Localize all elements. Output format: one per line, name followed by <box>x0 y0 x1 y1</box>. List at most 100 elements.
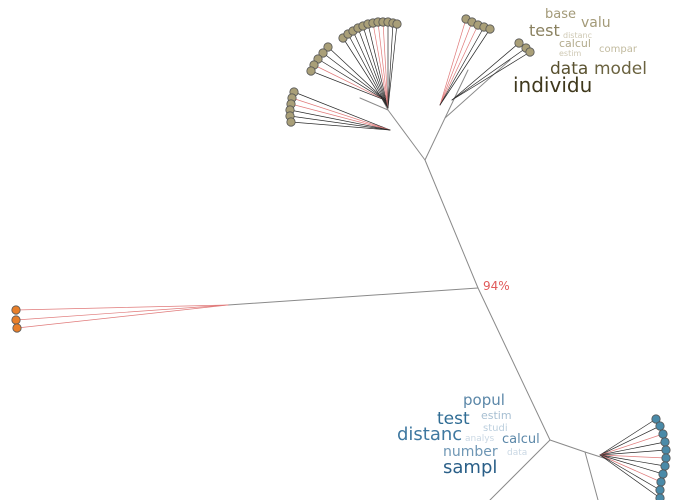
word-cloud-term-olive: data <box>550 59 588 79</box>
word-cloud-term-olive: distanc <box>563 31 592 40</box>
leaf-node <box>661 453 671 463</box>
leaf-edge <box>439 21 473 106</box>
word-cloud-term-olive: estim <box>559 49 581 58</box>
leaf-edge <box>310 70 386 101</box>
word-cloud-term-teal: distanc <box>397 424 462 445</box>
word-cloud-term-teal: studi <box>483 423 508 434</box>
word-cloud-term-olive: base <box>545 7 576 22</box>
leaf-edge <box>599 454 664 475</box>
leaf-edge <box>16 304 229 329</box>
leaf-edge <box>599 449 667 456</box>
leaf-node <box>514 38 524 48</box>
internal-branch <box>424 117 446 161</box>
leaf-node <box>661 445 671 455</box>
internal-branch <box>489 439 551 500</box>
leaf-edge <box>342 37 389 109</box>
internal-branch <box>359 97 389 111</box>
leaf-edge <box>377 21 389 109</box>
word-cloud-term-olive: calcul <box>559 37 591 50</box>
leaf-edge <box>599 433 664 456</box>
word-cloud-term-olive: valu <box>581 15 611 31</box>
leaf-edge <box>599 454 661 499</box>
leaf-edge <box>290 121 391 131</box>
leaf-node <box>658 429 668 439</box>
word-cloud-term-teal: number <box>443 444 498 460</box>
leaf-edge <box>599 454 662 483</box>
leaf-edge <box>387 23 398 109</box>
leaf-node <box>655 485 665 495</box>
leaf-edge <box>313 64 386 101</box>
word-cloud-term-teal: test <box>437 409 470 429</box>
leaf-node <box>392 19 402 29</box>
leaf-edge <box>599 441 666 456</box>
bootstrap-support-label: 94% <box>483 279 510 293</box>
leaf-node <box>658 469 668 479</box>
leaf-edges <box>15 18 667 499</box>
leaf-edge <box>439 26 485 106</box>
leaf-edge <box>317 58 386 101</box>
word-cloud-term-olive: model <box>594 59 647 79</box>
leaf-edge <box>439 18 467 106</box>
leaf-edge <box>599 454 661 491</box>
leaf-edge <box>290 103 391 131</box>
internal-branch <box>387 109 426 161</box>
word-cloud-term-teal: data <box>507 448 527 458</box>
leaf-node <box>11 315 21 325</box>
leaf-node <box>306 66 316 76</box>
internal-branch <box>227 287 479 306</box>
leaf-edge <box>372 22 389 109</box>
leaf-edge <box>599 454 667 459</box>
leaf-edge <box>293 91 391 131</box>
leaf-node <box>485 24 495 34</box>
leaf-edge <box>599 454 666 467</box>
leaf-edge <box>15 304 229 321</box>
leaf-node <box>525 47 535 57</box>
word-cloud-term-olive: test <box>529 21 560 40</box>
word-cloud-term-olive: individu <box>513 73 592 97</box>
leaf-node <box>660 461 670 471</box>
internal-branch <box>549 439 586 453</box>
leaf-edge <box>439 28 491 106</box>
leaf-edge <box>599 418 657 456</box>
leaf-node <box>655 493 665 500</box>
leaf-edge <box>289 109 391 131</box>
leaf-edge <box>387 22 394 109</box>
internal-branch <box>424 159 479 289</box>
internal-branch <box>584 451 599 500</box>
word-cloud-term-olive: compar <box>599 44 638 55</box>
leaf-node <box>656 477 666 487</box>
leaf-edge <box>362 25 389 109</box>
leaf-node <box>286 117 296 127</box>
word-cloud-term-teal: analys <box>465 434 495 444</box>
leaf-nodes <box>11 14 671 500</box>
leaf-node <box>11 305 21 315</box>
leaf-edge <box>289 115 391 131</box>
leaf-edge <box>599 425 661 456</box>
tree-branches <box>227 59 611 500</box>
leaf-edge <box>15 304 229 311</box>
leaf-edge <box>291 97 391 131</box>
leaf-edge <box>322 52 386 101</box>
leaf-node <box>655 421 665 431</box>
leaf-node <box>651 414 661 424</box>
leaf-node <box>12 323 22 333</box>
leaf-edge <box>347 33 389 109</box>
leaf-edge <box>451 42 520 101</box>
leaf-node <box>318 48 328 58</box>
leaf-edge <box>451 51 531 101</box>
word-cloud-term-teal: sampl <box>443 457 497 478</box>
leaf-edge <box>382 21 389 109</box>
word-cloud-term-teal: calcul <box>502 432 540 447</box>
leaf-edge <box>357 27 389 109</box>
leaf-edge <box>439 24 479 106</box>
internal-branch <box>444 69 469 119</box>
internal-branch <box>477 287 551 441</box>
leaf-edge <box>367 23 389 109</box>
word-cloud-term-teal: popul <box>463 391 505 409</box>
leaf-edge <box>451 47 527 101</box>
leaf-node <box>660 437 670 447</box>
internal-branch <box>444 59 511 119</box>
